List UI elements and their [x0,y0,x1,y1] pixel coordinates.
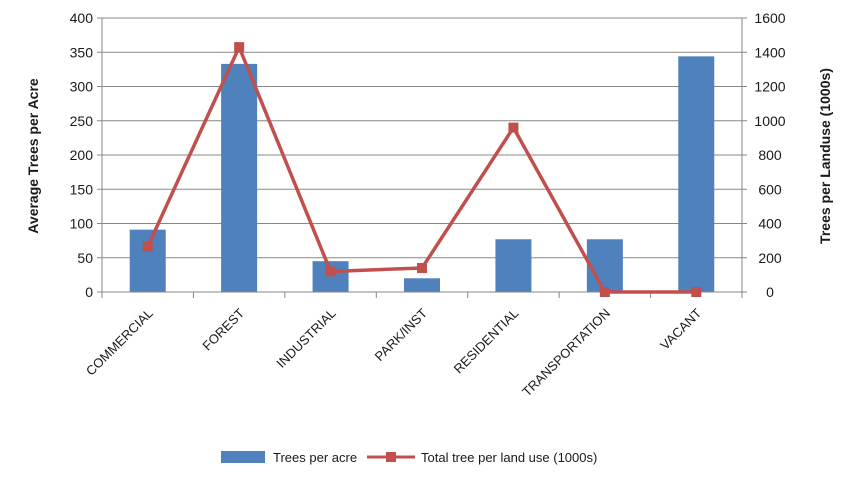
y-left-tick-label: 100 [70,216,94,232]
bar-residential [495,239,532,292]
y-left-tick-label: 400 [70,10,94,26]
marker-vacant [691,287,702,297]
y-left-tick-label: 50 [77,250,93,266]
bar-park-inst [404,278,440,292]
bar-series [129,56,715,292]
bar-vacant [678,56,715,292]
y-right-tick-label: 1400 [754,44,785,60]
bar-industrial [312,261,349,292]
marker-forest [234,42,245,53]
y-axis-right-title: Trees per Landuse (1000s) [817,68,833,244]
bar-forest [221,63,258,292]
gridlines [102,17,742,259]
y-right-tick-label: 1000 [754,113,785,129]
legend-label-line: Total tree per land use (1000s) [421,450,597,465]
y-left-tick-label: 0 [85,284,93,300]
marker-industrial [325,266,336,277]
legend-swatch-bars [221,451,265,463]
legend-swatch-marker [386,452,396,462]
y-left-tick-label: 150 [70,181,94,197]
bar-commercial [129,229,166,292]
axes [97,17,747,298]
y-axis-left-title: Average Trees per Acre [25,78,41,234]
y-right-tick-label: 0 [766,284,774,300]
y-left-tick-label: 350 [70,44,94,60]
y-right-tick-label: 400 [758,216,782,232]
marker-transportation [599,287,610,297]
x-category-label: TRANSPORTATION [519,306,613,400]
x-category-label: VACANT [657,305,704,352]
marker-park-inst [417,263,427,274]
y-right-tick-label: 600 [758,181,782,197]
y-left-tick-label: 300 [70,79,94,95]
marker-commercial [142,241,153,252]
line-series [142,42,702,297]
y-left-tick-label: 200 [70,147,94,163]
x-category-label: COMMERCIAL [83,306,156,379]
y-right-tick-label: 1600 [754,10,785,26]
bar-transportation [586,239,623,292]
y-right-tick-label: 800 [758,147,782,163]
x-category-label: FOREST [199,305,247,353]
x-category-label: RESIDENTIAL [451,306,522,377]
legend-label-bars: Trees per acre [273,450,357,465]
y-right-tick-label: 200 [758,250,782,266]
x-category-label: INDUSTRIAL [273,306,338,371]
y-left-tick-label: 250 [70,113,94,129]
x-category-label: PARK/INST [372,305,430,363]
legend: Trees per acre Total tree per land use (… [221,450,597,465]
marker-residential [508,122,519,133]
y-right-tick-label: 1200 [754,79,785,95]
